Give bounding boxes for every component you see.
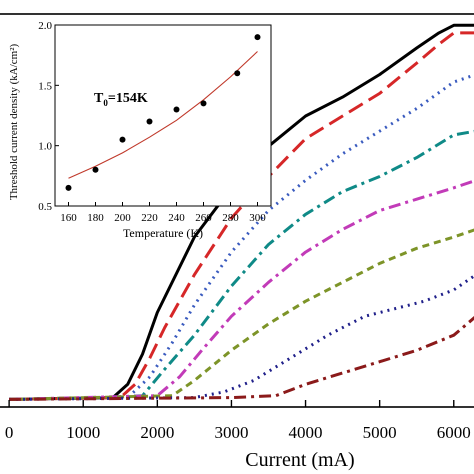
inset-y-tick-label: 2.0: [38, 20, 52, 32]
inset-data-points: [65, 34, 261, 191]
inset-y-axis-ticks: 0.5 1.0 1.5 2.0: [38, 20, 59, 213]
inset-x-tick-label: 280: [222, 212, 239, 224]
main-x-axis-ticks: 0 1000 2000 3000 4000 5000 6000: [5, 400, 471, 442]
inset-chart: 160 180 200 220 240 260 280 300 0.5 1.0 1.5 2.0 Te…: [8, 20, 272, 240]
inset-y-axis-label: Threshold current density (kA/cm²): [8, 43, 20, 200]
main-plot-frame: [0, 13, 474, 408]
main-x-tick-label: 4000: [289, 423, 323, 442]
series-line-5: [9, 179, 474, 401]
main-x-tick-label: 0: [5, 423, 14, 442]
series-line-7: [9, 274, 474, 401]
data-point: [65, 184, 72, 191]
data-point: [254, 34, 261, 41]
main-x-tick-label: 5000: [363, 423, 397, 442]
inset-x-tick-label: 160: [60, 212, 77, 224]
data-point: [234, 70, 241, 77]
inset-x-axis-label: Temperature (K): [123, 226, 203, 240]
data-point: [146, 118, 153, 125]
main-x-tick-label: 2000: [140, 423, 174, 442]
fit-curve: [68, 51, 258, 179]
inset-y-tick-label: 0.5: [38, 201, 52, 213]
series-line-6: [9, 228, 474, 401]
inset-background: [55, 25, 271, 206]
inset-x-tick-label: 260: [195, 212, 212, 224]
inset-y-tick-label: 1.5: [38, 80, 52, 92]
inset-x-tick-label: 200: [114, 212, 131, 224]
inset-x-tick-label: 180: [87, 212, 104, 224]
t0-annotation-main: T: [94, 91, 104, 106]
t0-annotation-rest: =154K: [108, 91, 148, 106]
main-x-tick-label: 1000: [66, 423, 100, 442]
series-line-8: [9, 316, 474, 401]
main-x-tick-label: 6000: [437, 423, 471, 442]
inset-x-tick-label: 300: [249, 212, 266, 224]
data-point: [119, 136, 126, 143]
t0-annotation-subscript: 0: [103, 98, 108, 108]
data-point: [92, 166, 99, 173]
data-point: [173, 106, 180, 113]
main-x-tick-label: 3000: [214, 423, 248, 442]
inset-x-axis-ticks: 160 180 200 220 240 260 280 300: [60, 202, 266, 224]
inset-plot-frame: [54, 24, 272, 207]
main-x-axis-label: Current (mA): [245, 449, 354, 471]
t0-annotation: T0=154K: [94, 91, 148, 108]
data-point: [200, 100, 207, 107]
inset-x-tick-label: 220: [141, 212, 158, 224]
inset-x-tick-label: 240: [168, 212, 185, 224]
inset-y-tick-label: 1.0: [38, 141, 52, 153]
